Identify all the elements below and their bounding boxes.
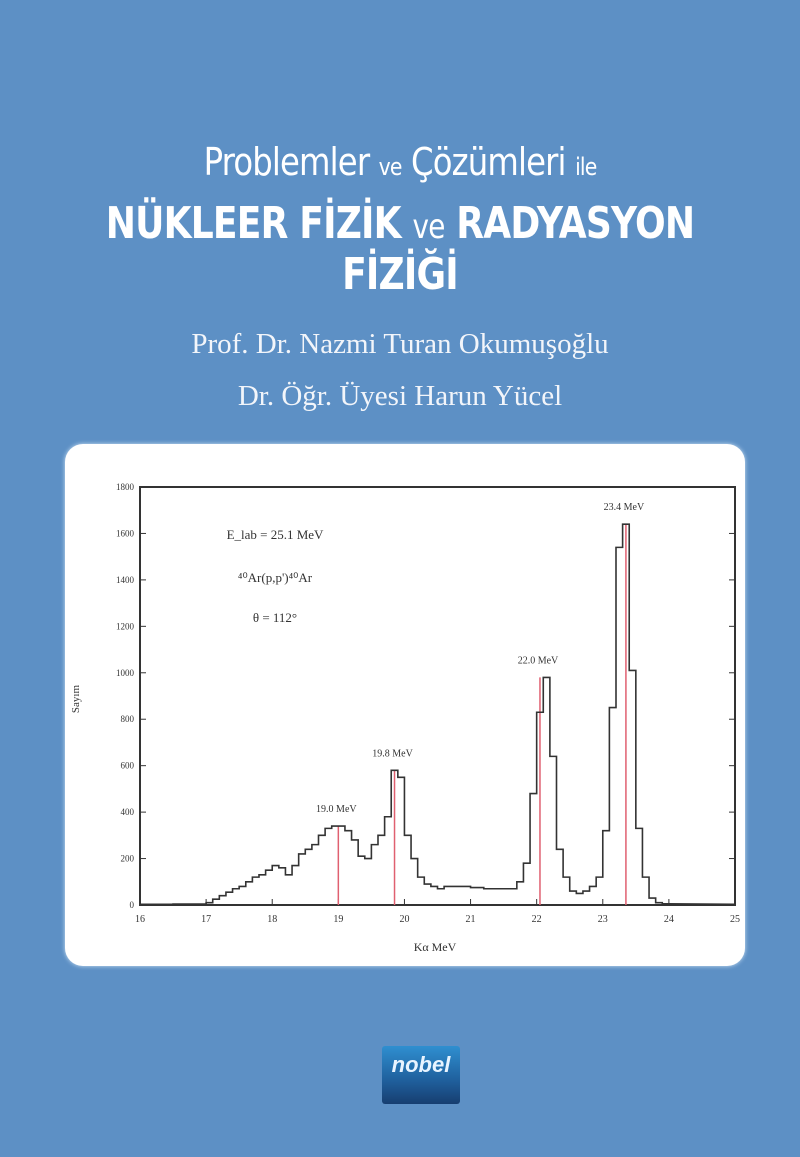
peak-label: 19.0 MeV: [316, 804, 357, 815]
x-tick-label: 23: [598, 914, 608, 925]
chart-panel: 16 17 18 19 20 21 22 23 24 25 0 200 400 600 800 1000 120…: [65, 444, 745, 966]
peak-label: 19.8 MeV: [372, 748, 413, 759]
author-1: Prof. Dr. Nazmi Turan Okumuşoğlu: [191, 328, 609, 360]
y-tick-label: 1200: [116, 621, 135, 631]
y-tick-label: 1800: [116, 482, 135, 492]
x-axis-label: Kα MeV: [414, 940, 457, 954]
y-tick-label: 400: [121, 807, 135, 817]
y-tick-label: 200: [121, 854, 135, 864]
x-tick-label: 17: [201, 914, 211, 925]
x-tick-label: 24: [664, 914, 674, 925]
y-tick-label: 1600: [116, 528, 135, 538]
peak-label: 23.4 MeV: [604, 502, 645, 513]
title-line-1: Problemler ve Çözümleri ile: [203, 140, 598, 184]
title-line-2: NÜKLEER FİZİK ve RADYASYON FİZİĞİ: [105, 198, 695, 300]
author-2: Dr. Öğr. Üyesi Harun Yücel: [237, 380, 563, 412]
spectrum-chart: 16 17 18 19 20 21 22 23 24 25 0 200 400 600 800 1000 120…: [70, 482, 740, 954]
annotation-angle: θ = 112°: [253, 610, 297, 625]
y-tick-label: 600: [121, 761, 135, 771]
x-tick-label: 18: [267, 914, 277, 925]
x-tick-label: 25: [730, 914, 740, 925]
y-tick-label: 1400: [116, 575, 135, 585]
publisher-logo: nobel: [382, 1046, 460, 1104]
annotation-reaction: ⁴⁰Ar(p,p')⁴⁰Ar: [238, 570, 313, 585]
x-tick-label: 16: [135, 914, 145, 925]
y-tick-label: 1000: [116, 668, 135, 678]
y-axis-label: Sayım: [70, 685, 82, 714]
y-tick-label: 800: [121, 714, 135, 724]
x-tick-label: 22: [532, 914, 542, 925]
peak-label: 22.0 MeV: [518, 655, 559, 666]
y-tick-label: 0: [130, 900, 135, 910]
x-tick-label: 21: [466, 914, 476, 925]
x-tick-label: 19: [333, 914, 343, 925]
annotation-energy: E_lab = 25.1 MeV: [227, 527, 324, 542]
x-tick-label: 20: [399, 914, 409, 925]
spectrum-series: [140, 523, 736, 906]
plot-frame: [139, 486, 736, 906]
